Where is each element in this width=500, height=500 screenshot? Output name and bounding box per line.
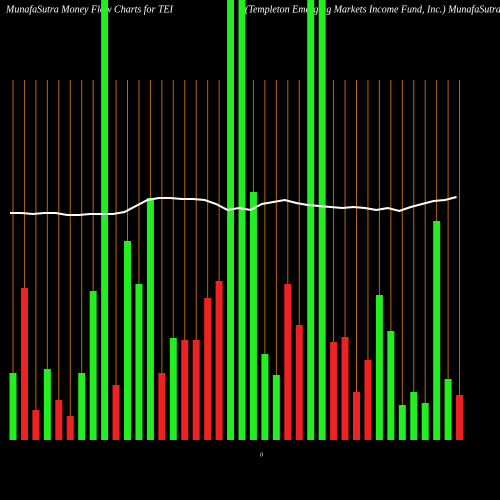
bar: [249, 192, 257, 440]
bar: [43, 369, 51, 440]
bar: [272, 375, 280, 440]
bar: [135, 284, 143, 440]
bar: [410, 392, 418, 440]
bar: [295, 325, 303, 440]
bar: [433, 221, 441, 440]
bar: [421, 403, 429, 440]
bar: [444, 379, 452, 440]
bar: [456, 395, 464, 440]
bar: [181, 340, 189, 440]
bar: [238, 0, 246, 440]
bar: [32, 410, 40, 440]
bar: [66, 416, 74, 440]
bar: [101, 0, 109, 440]
price-line: [10, 196, 457, 216]
bar: [227, 0, 235, 440]
bar: [78, 373, 86, 440]
bar: [398, 405, 406, 440]
bar: [375, 295, 383, 440]
bar: [169, 338, 177, 440]
bar: [9, 373, 17, 440]
bar: [261, 354, 269, 440]
bar: [146, 198, 154, 440]
bar: [20, 288, 28, 440]
bar: [364, 360, 372, 440]
bar: [307, 0, 315, 440]
chart-subtitle: (Templeton Emerging Markets Income Fund,…: [245, 4, 500, 15]
bar: [387, 331, 395, 440]
bar: [341, 337, 349, 440]
bar: [112, 385, 120, 440]
bar: [158, 373, 166, 440]
chart-title: MunafaSutra Money Flow Charts for TEI: [5, 4, 174, 15]
bar: [215, 281, 223, 440]
bar: [284, 284, 292, 440]
bar: [204, 298, 212, 440]
bar: [192, 340, 200, 440]
bar: [124, 241, 131, 440]
bar: [318, 0, 326, 440]
bar: [353, 392, 360, 440]
bar: [89, 291, 97, 440]
bar: [330, 342, 338, 440]
bar: [55, 400, 63, 440]
zero-label: 0: [260, 452, 263, 458]
